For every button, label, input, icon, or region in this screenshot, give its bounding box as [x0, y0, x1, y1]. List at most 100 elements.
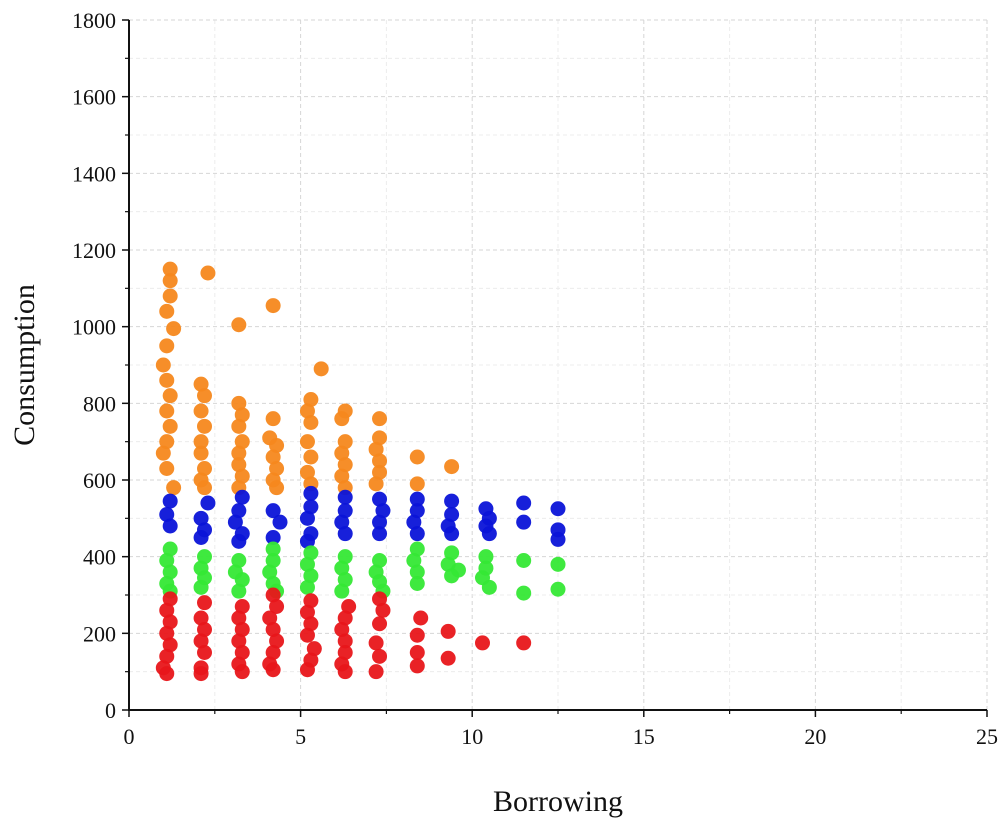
x-axis-label: Borrowing [493, 785, 623, 818]
data-point-series-4 [303, 616, 319, 632]
data-point-series-4 [372, 648, 388, 664]
data-point-series-1 [162, 288, 178, 304]
data-point-series-4 [265, 645, 281, 660]
data-point-series-1 [269, 438, 285, 453]
data-point-series-3 [193, 579, 209, 595]
data-point-series-4 [231, 633, 247, 649]
data-point-series-3 [409, 564, 425, 580]
data-point-series-1 [231, 317, 247, 333]
data-point-series-1 [197, 480, 213, 496]
data-point-series-2 [162, 518, 178, 534]
y-tick-label: 1000 [72, 315, 116, 340]
y-tick-label: 1600 [72, 85, 116, 110]
data-point-series-3 [516, 553, 532, 568]
data-point-series-4 [231, 610, 247, 626]
data-point-series-4 [306, 641, 322, 657]
y-tick-label: 200 [83, 621, 116, 646]
data-point-series-4 [159, 666, 175, 682]
data-point-series-2 [193, 510, 209, 526]
data-point-series-4 [375, 602, 391, 618]
data-point-series-4 [440, 650, 456, 666]
data-point-series-1 [444, 459, 460, 475]
x-tick-label: 15 [633, 724, 655, 749]
data-point-series-1 [159, 434, 175, 450]
x-tick-label: 10 [461, 724, 483, 749]
data-point-series-4 [299, 604, 315, 620]
data-point-series-4 [265, 622, 281, 637]
data-point-series-1 [372, 453, 388, 469]
data-point-series-3 [299, 556, 315, 572]
y-tick-label: 1400 [72, 161, 116, 186]
data-point-series-1 [193, 445, 209, 461]
x-tick-label: 20 [804, 724, 826, 749]
data-point-series-1 [162, 418, 178, 434]
data-point-series-2 [550, 531, 566, 547]
data-point-series-4 [265, 662, 281, 678]
data-point-series-4 [159, 625, 175, 641]
data-point-series-1 [193, 376, 209, 392]
data-point-series-3 [406, 553, 422, 568]
data-point-series-4 [193, 610, 209, 626]
data-point-series-3 [303, 545, 319, 561]
data-point-series-4 [269, 599, 285, 614]
data-point-series-4 [368, 664, 384, 680]
data-point-series-4 [413, 610, 429, 626]
data-point-series-2 [265, 530, 281, 545]
data-point-series-1 [155, 445, 171, 461]
grid-lines [129, 19, 988, 710]
data-point-series-4 [269, 633, 285, 649]
data-point-series-4 [368, 635, 384, 651]
data-point-series-1 [234, 468, 250, 484]
data-point-series-3 [334, 560, 350, 576]
data-point-series-2 [200, 495, 216, 511]
data-point-series-1 [299, 464, 315, 480]
data-point-series-4 [337, 633, 353, 649]
data-point-series-2 [227, 514, 243, 530]
data-point-series-1 [265, 449, 281, 465]
data-point-series-1 [303, 392, 319, 407]
data-point-series-3 [162, 564, 178, 580]
data-point-series-1 [159, 461, 175, 476]
data-point-series-3 [265, 553, 281, 568]
data-point-series-1 [231, 395, 247, 411]
y-tick-label: 800 [83, 391, 116, 416]
data-point-series-1 [155, 357, 171, 373]
data-point-series-2 [337, 526, 353, 542]
data-point-series-4 [303, 593, 319, 609]
data-point-series-1 [234, 434, 250, 450]
data-point-series-4 [440, 623, 456, 639]
data-point-series-1 [334, 411, 350, 427]
data-point-series-3 [337, 572, 353, 588]
y-tick-label: 1200 [72, 238, 116, 263]
data-point-series-1 [368, 476, 384, 492]
data-point-series-4 [334, 622, 350, 637]
data-point-series-3 [231, 583, 247, 599]
x-tick-labels: 0 5 10 15 20 25 [124, 724, 999, 749]
data-point-series-1 [337, 434, 353, 450]
data-point-series-1 [299, 434, 315, 450]
data-point-series-2 [406, 514, 422, 530]
data-point-series-1 [159, 403, 175, 419]
data-point-series-2 [231, 503, 247, 519]
data-point-series-2 [303, 499, 319, 515]
data-point-series-4 [234, 645, 250, 660]
data-point-series-4 [197, 622, 213, 637]
data-point-series-3 [444, 568, 460, 584]
data-point-series-4 [337, 645, 353, 660]
data-point-series-2 [409, 526, 425, 542]
data-point-series-3 [197, 549, 213, 565]
data-point-series-1 [162, 273, 178, 289]
data-point-series-2 [444, 507, 460, 522]
data-point-series-4 [162, 637, 178, 653]
data-point-series-1 [162, 388, 178, 404]
data-point-series-4 [341, 599, 357, 614]
data-point-series-2 [337, 489, 353, 505]
data-point-series-2 [481, 526, 497, 542]
data-point-series-1 [159, 338, 175, 354]
data-point-series-4 [262, 610, 278, 626]
data-point-series-1 [234, 407, 250, 423]
x-tick-label: 5 [295, 724, 306, 749]
data-point-series-3 [303, 568, 319, 584]
data-point-series-4 [337, 664, 353, 680]
data-point-series-1 [368, 441, 384, 457]
